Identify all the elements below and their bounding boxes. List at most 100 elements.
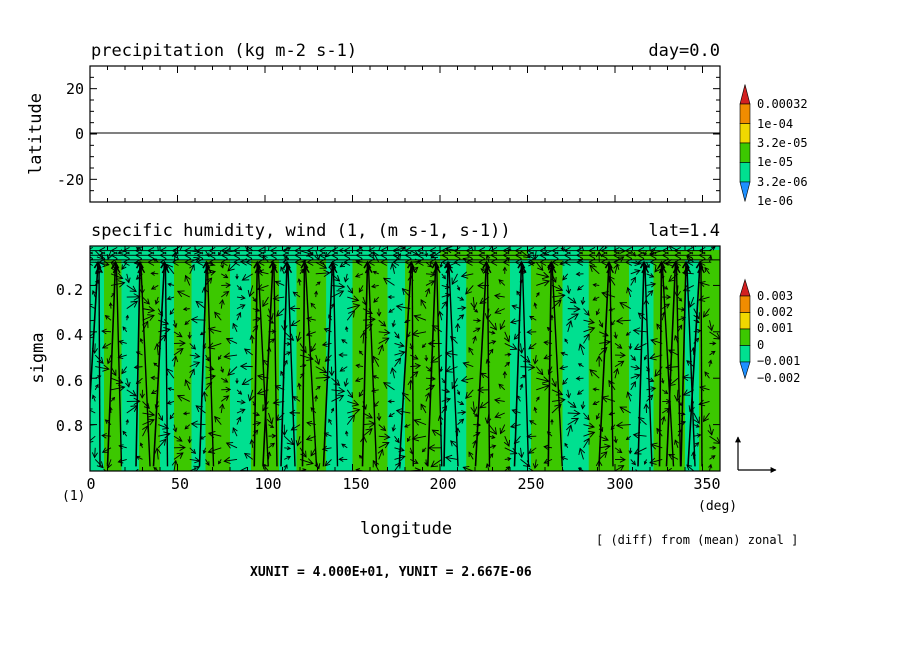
wind-arrow-head	[281, 325, 288, 332]
wind-arrow-shaft	[358, 285, 364, 293]
wind-arrow-shaft	[461, 273, 474, 277]
wind-arrow-head	[147, 410, 156, 418]
wind-arrow	[346, 414, 356, 425]
wind-arrow	[677, 324, 683, 333]
wind-arrow	[117, 458, 127, 464]
wind-arrow-head	[616, 343, 623, 349]
wind-arrow-head	[283, 359, 288, 365]
wind-arrow-shaft	[662, 303, 670, 310]
wind-arrow-head	[587, 422, 595, 430]
wind-arrow	[592, 400, 600, 405]
humidity-colorbar-swatches	[739, 278, 751, 380]
wind-arrow	[184, 319, 191, 326]
wind-arrow-shaft	[629, 343, 632, 350]
wind-arrow-head	[227, 368, 235, 376]
wind-arrow-shaft	[596, 412, 600, 420]
wind-arrow	[567, 313, 579, 321]
wind-arrow-head	[162, 423, 170, 430]
wind-arrow	[551, 299, 562, 309]
wind-arrow-shaft	[208, 432, 222, 437]
wind-arrow-shaft	[709, 360, 712, 367]
wind-arrow	[688, 401, 695, 413]
wind-arrow	[472, 335, 477, 344]
wind-arrow-shaft	[184, 424, 191, 430]
wind-arrow-shaft	[169, 412, 175, 419]
wind-arrow-head	[130, 300, 139, 308]
wind-arrow-shaft	[156, 448, 159, 460]
wind-arrow-head	[117, 280, 126, 288]
wind-arrow-head	[137, 265, 146, 274]
wind-arrow	[437, 415, 444, 425]
wind-arrow	[373, 401, 380, 408]
wind-arrow-shaft	[646, 283, 656, 286]
wind-arrow	[281, 424, 288, 436]
wind-arrow-head	[372, 251, 380, 259]
wind-arrow-shaft	[111, 470, 112, 471]
wind-arrow-head	[420, 403, 427, 410]
wind-arrow-head	[280, 266, 285, 272]
wind-arrow-head	[536, 291, 540, 296]
wind-arrow-shaft	[577, 285, 584, 291]
wind-arrow	[125, 273, 131, 284]
precip-colorbar-bottom-triangle	[739, 181, 751, 202]
wind-arrow	[615, 317, 631, 325]
wind-arrow-head	[404, 319, 409, 324]
wind-arrow	[698, 251, 712, 259]
wind-arrow-shaft	[450, 336, 458, 344]
wind-arrow-head	[110, 251, 118, 259]
wind-arrow	[394, 341, 405, 348]
wind-arrow-head	[390, 262, 397, 270]
wind-arrow	[407, 435, 411, 443]
wind-arrow-head	[407, 333, 411, 338]
wind-arrow-head	[665, 363, 673, 371]
wind-arrow	[441, 377, 446, 384]
wind-arrow-shaft	[394, 331, 400, 339]
wind-arrow-head	[324, 251, 331, 258]
wind-arrow	[528, 447, 537, 454]
wind-arrow	[199, 331, 206, 336]
wind-arrow-shaft	[451, 273, 458, 285]
wind-arrow-head	[394, 438, 400, 444]
wind-arrow	[98, 251, 111, 259]
wind-arrow-shaft	[682, 272, 694, 275]
wind-arrow	[126, 389, 137, 397]
wind-arrow-shaft	[346, 310, 355, 321]
wind-arrow-shaft	[383, 382, 395, 391]
wind-arrow	[599, 435, 609, 441]
wind-arrow-head	[414, 362, 422, 370]
wind-arrow-head	[150, 285, 156, 290]
wind-arrow-shaft	[372, 356, 380, 367]
wind-arrow	[394, 461, 402, 471]
wind-arrow-shaft	[638, 312, 647, 321]
wind-arrow	[95, 364, 110, 372]
wind-arrow	[498, 279, 506, 286]
wind-arrow-shaft	[372, 460, 380, 471]
wind-arrow-head	[125, 314, 129, 319]
wind-arrow-head	[166, 400, 172, 405]
wind-arrow-head	[673, 251, 681, 259]
wind-arrow-shaft	[244, 348, 254, 356]
wind-arrow	[90, 251, 99, 259]
wind-arrow-head	[694, 337, 700, 343]
wind-arrow-shaft	[420, 299, 427, 309]
wind-arrow-head	[190, 344, 197, 350]
wind-arrow	[502, 251, 516, 259]
wind-arrow	[252, 316, 262, 322]
wind-arrow-shaft	[110, 377, 123, 384]
wind-arrow-shaft	[94, 354, 104, 364]
wind-arrow	[324, 459, 332, 467]
wind-arrow-head	[633, 343, 642, 351]
wind-arrow-shaft	[441, 389, 450, 393]
wind-arrow	[504, 466, 511, 471]
wind-arrow-shaft	[90, 262, 99, 412]
wind-arrow-shaft	[630, 381, 636, 391]
wind-arrow-shaft	[126, 470, 127, 471]
wind-arrow-head	[150, 271, 156, 276]
wind-arrow-head	[139, 289, 145, 295]
wind-arrow-shaft	[310, 407, 317, 414]
wind-arrow	[477, 386, 490, 394]
wind-arrow-head	[255, 307, 261, 312]
wind-arrow-head	[412, 266, 419, 273]
wind-arrow-head	[437, 310, 444, 317]
wind-arrow	[708, 255, 713, 263]
